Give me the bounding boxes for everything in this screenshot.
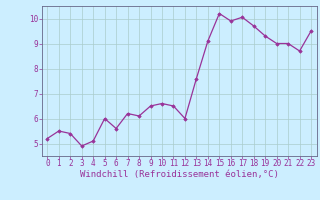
X-axis label: Windchill (Refroidissement éolien,°C): Windchill (Refroidissement éolien,°C) <box>80 170 279 179</box>
